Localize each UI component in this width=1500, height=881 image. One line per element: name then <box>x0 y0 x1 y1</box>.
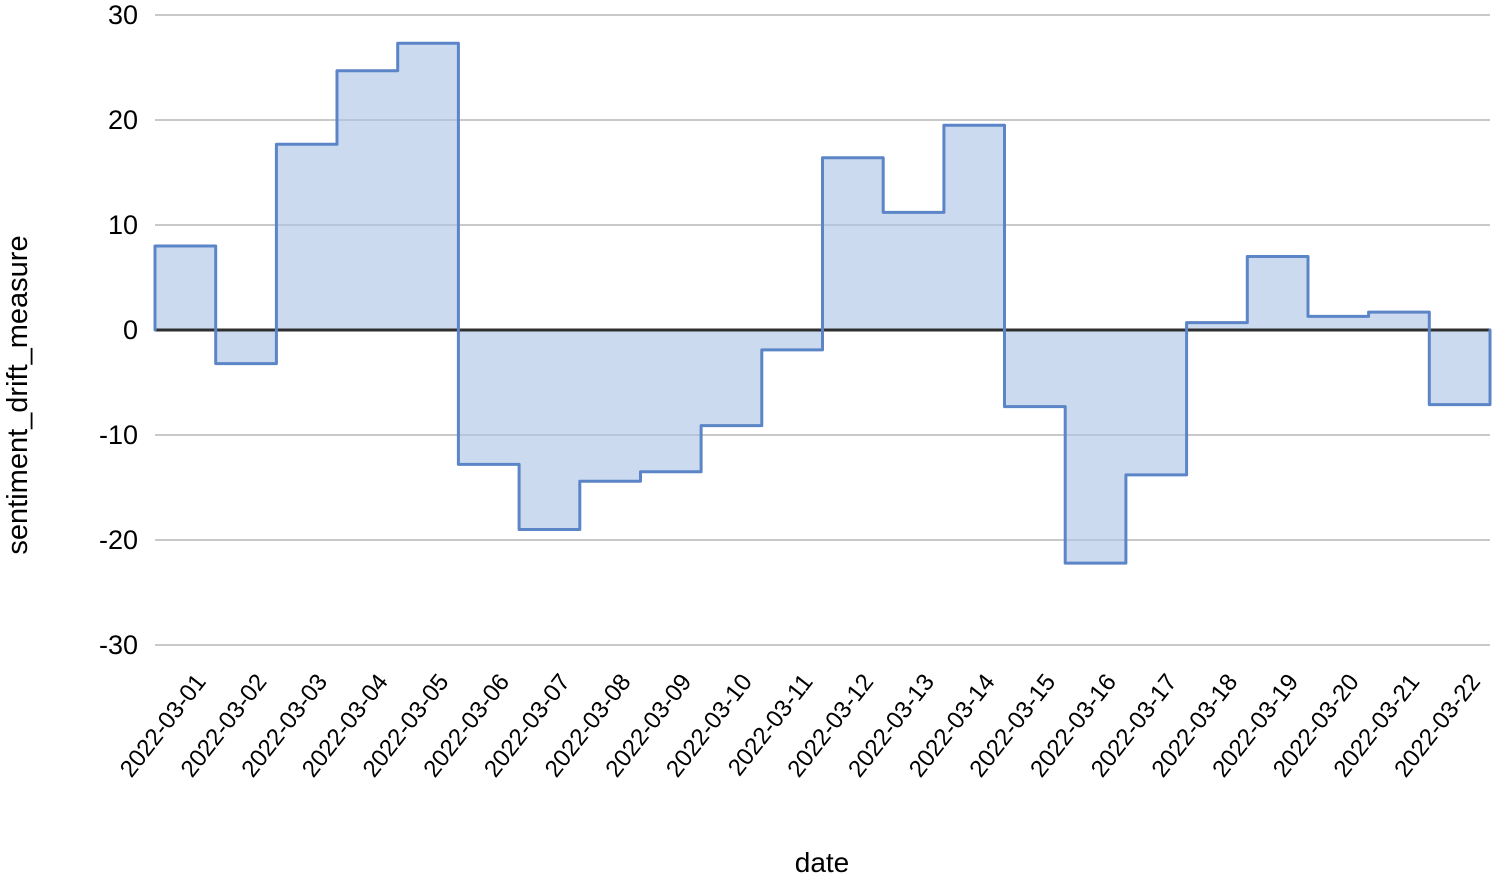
y-tick-label: -20 <box>99 525 138 555</box>
y-axis-tick-labels: 30 20 10 0 -10 -20 -30 <box>99 0 138 660</box>
x-axis-tick-labels: 2022-03-012022-03-022022-03-032022-03-04… <box>115 669 1486 782</box>
y-tick-label: -30 <box>99 630 138 660</box>
x-axis-title: date <box>795 847 850 878</box>
y-tick-label: 10 <box>108 210 138 240</box>
y-tick-label: 30 <box>108 0 138 30</box>
y-axis-title: sentiment_drift_measure <box>2 235 34 554</box>
y-tick-label: 0 <box>123 315 138 345</box>
y-tick-label: -10 <box>99 420 138 450</box>
series-step-line <box>153 41 1492 565</box>
y-tick-label: 20 <box>108 105 138 135</box>
